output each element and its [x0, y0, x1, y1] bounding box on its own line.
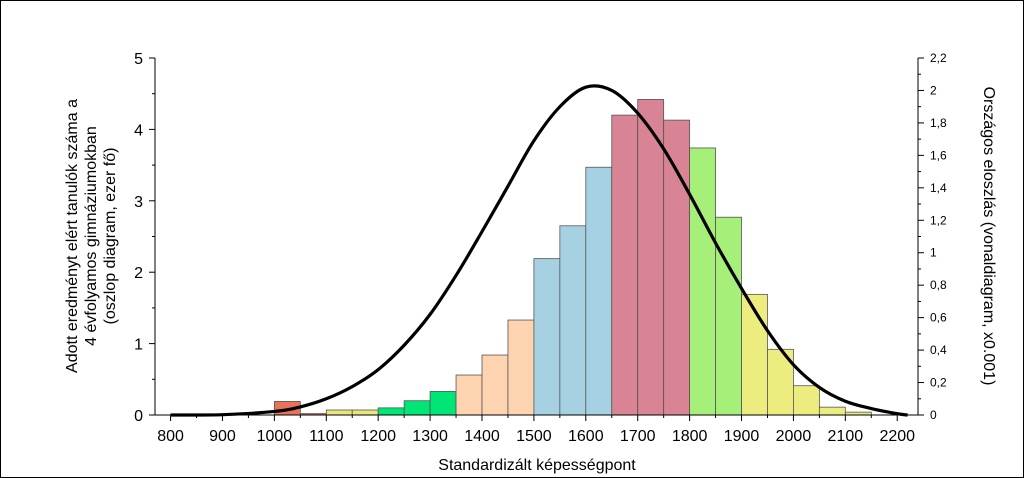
distribution-line — [170, 84, 908, 417]
y-right-tick-label: 1,2 — [930, 213, 947, 227]
y-right-tick-label: 0,6 — [930, 311, 947, 325]
x-tick-label: 1900 — [724, 428, 760, 445]
bar-1450 — [507, 319, 535, 416]
bar-1550 — [559, 225, 587, 416]
x-tick-label: 2000 — [776, 428, 812, 445]
distribution-curve — [170, 84, 908, 417]
y-right-tick-label: 0,4 — [930, 343, 947, 357]
x-tick-label: 800 — [157, 428, 184, 445]
x-tick-label: 1100 — [309, 428, 344, 445]
bar-1500 — [533, 258, 561, 416]
y-left-tick-label: 1 — [134, 337, 143, 354]
y-right-tick-label: 0,8 — [930, 278, 947, 292]
left-axis-title-line-1: Adott eredményt elért tanulók száma a — [64, 99, 81, 373]
bar-series — [273, 99, 872, 416]
bar-2000 — [793, 385, 820, 416]
bar-1200 — [377, 407, 405, 416]
y-right-tick-label: 2 — [930, 83, 937, 97]
bar-1800 — [689, 147, 716, 416]
x-tick-label: 1400 — [464, 428, 500, 445]
bar-1300 — [429, 391, 457, 416]
y-left-tick-label: 0 — [134, 408, 143, 425]
axes: 800 900 1000 1100 1200 1300 1400 1500 1600 1700 18… — [134, 51, 947, 445]
y-right-tick-label: 1,6 — [930, 148, 947, 162]
bar-1150 — [351, 409, 379, 416]
x-tick-label: 1800 — [672, 428, 708, 445]
y-right-tick-label: 1,4 — [930, 181, 947, 195]
y-right-tick-label: 1,8 — [930, 116, 947, 130]
x-tick-label: 1200 — [360, 428, 396, 445]
x-tick-label: 1600 — [568, 428, 604, 445]
y-right-tick-label: 0 — [930, 408, 937, 422]
x-tick-label: 900 — [209, 428, 236, 445]
y-left-tick-label: 3 — [134, 194, 143, 211]
bar-1700 — [637, 99, 665, 416]
x-tick-label: 1000 — [257, 428, 293, 445]
bar-2050 — [818, 406, 846, 416]
y-left-tick-label: 4 — [134, 122, 143, 139]
y-right-tick-label: 1 — [930, 246, 937, 260]
bar-1750 — [663, 119, 691, 416]
bar-1900 — [741, 293, 768, 416]
y-right-tick-label: 2,2 — [930, 51, 947, 65]
x-axis-title: Standardizált képességpont — [438, 457, 636, 474]
x-tick-label: 1300 — [412, 428, 448, 445]
y-right-tick-label: 0,2 — [930, 376, 947, 390]
bar-1250 — [403, 400, 431, 416]
bar-1100 — [325, 409, 353, 416]
bar-1600 — [585, 166, 613, 416]
left-axis-title-line-2: 4 évfolyamos gimnáziumokban — [83, 126, 100, 346]
x-tick-label: 2100 — [828, 428, 864, 445]
bar-1400 — [481, 354, 509, 416]
x-tick-label: 1700 — [620, 428, 656, 445]
y-left-tick-label: 5 — [134, 51, 143, 68]
bar-1350 — [455, 374, 483, 416]
y-left-tick-label: 2 — [134, 265, 143, 282]
x-tick-label: 2200 — [879, 428, 915, 445]
x-tick-label: 1500 — [516, 428, 552, 445]
left-axis-title-line-3: (oszlop diagram, ezer fő) — [102, 148, 119, 325]
bar-1650 — [611, 114, 639, 416]
right-axis-title: Országos eloszlás (vonaldiagram, x0.001) — [980, 87, 997, 386]
